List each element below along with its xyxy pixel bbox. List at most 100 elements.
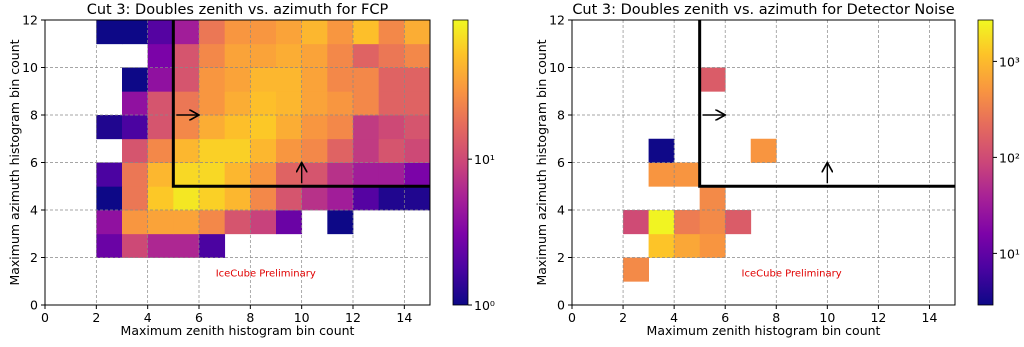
heatmap-cell: [173, 162, 200, 187]
annotation: IceCube Preliminary: [742, 269, 842, 280]
y-tick-label: 2: [557, 250, 565, 265]
colorbar-tick-label: 10⁰: [474, 298, 495, 313]
heatmap-cell: [648, 138, 675, 163]
heatmap-cell: [699, 186, 726, 211]
heatmap-cell: [199, 67, 226, 92]
heatmap-cell: [147, 233, 174, 258]
heatmap-cell: [96, 20, 123, 45]
heatmap-cell: [378, 138, 405, 163]
x-tick-label: 0: [41, 310, 49, 325]
heatmap-cell: [674, 162, 701, 187]
x-axis-label: Maximum zenith histogram bin count: [121, 323, 355, 338]
heatmap-cell: [147, 115, 174, 140]
heatmap-cell: [199, 91, 226, 116]
heatmap-cell: [276, 91, 303, 116]
heatmap-cell: [147, 162, 174, 187]
heatmap-cell: [250, 210, 277, 235]
y-tick-label: 0: [30, 298, 38, 313]
x-tick-label: 14: [922, 310, 938, 325]
y-tick-label: 2: [30, 250, 38, 265]
heatmap-cell: [276, 162, 303, 187]
heatmap-cell: [173, 138, 200, 163]
heatmap-cell: [122, 115, 149, 140]
heatmap-cell: [199, 43, 226, 68]
heatmap-cell: [173, 20, 200, 45]
y-tick-label: 4: [30, 203, 38, 218]
heatmap-cell: [378, 186, 405, 211]
heatmap-cell: [276, 186, 303, 211]
heatmap-cell: [147, 138, 174, 163]
heatmap-cell: [623, 257, 649, 282]
cut-line: [171, 20, 430, 188]
x-tick-label: 12: [870, 310, 886, 325]
heatmap-cell: [276, 115, 303, 140]
heatmap-cell: [301, 20, 328, 45]
heatmap-cell: [122, 138, 149, 163]
heatmap-cell: [122, 233, 149, 258]
x-tick-label: 6: [195, 310, 203, 325]
heatmap-cell: [725, 210, 752, 235]
heatmap-cell: [378, 20, 405, 45]
x-tick-label: 14: [396, 310, 412, 325]
x-tick-label: 4: [144, 310, 152, 325]
heatmap-cell: [276, 138, 303, 163]
heatmap-cell: [699, 210, 726, 235]
y-tick-label: 12: [549, 13, 565, 28]
heatmap-cell: [122, 162, 149, 187]
y-tick-label: 8: [557, 108, 565, 123]
x-tick-label: 12: [345, 310, 361, 325]
heatmap-cell: [301, 115, 328, 140]
heatmap-cell: [173, 233, 200, 258]
y-tick-label: 10: [22, 60, 38, 75]
heatmap-cell: [327, 162, 354, 187]
heatmap-cell: [276, 20, 303, 45]
plot-frame: [571, 19, 956, 306]
heatmap-cell: [301, 138, 328, 163]
chart-title: Cut 3: Doubles zenith vs. azimuth for De…: [572, 2, 954, 18]
y-tick-label: 4: [557, 203, 565, 218]
heatmap-cell: [224, 43, 251, 68]
heatmap-cell: [750, 138, 777, 163]
heatmap-cell: [327, 186, 354, 211]
heatmap-cell: [199, 138, 226, 163]
heatmap-cell: [301, 186, 328, 211]
heatmap-cell: [648, 162, 675, 187]
heatmap-cell: [378, 67, 405, 92]
heatmap-cell: [224, 91, 251, 116]
colorbar: [452, 19, 469, 306]
annotation: IceCube Preliminary: [216, 269, 316, 280]
heatmap-cell: [378, 162, 405, 187]
heatmap-cell: [173, 67, 200, 92]
heatmap-cell: [648, 233, 675, 258]
chart-panel: 0 2 4 6 8 10 12 14 0 2 4 6 8 10 12 IceCube Preliminary C…: [534, 2, 1020, 338]
heatmap-cell: [623, 210, 649, 235]
heatmap-cell: [224, 67, 251, 92]
heatmap-cell: [96, 210, 123, 235]
heatmap-cell: [250, 67, 277, 92]
x-axis-label: Maximum zenith histogram bin count: [647, 323, 881, 338]
heatmap-cell: [96, 115, 123, 140]
heatmap-cell: [147, 20, 174, 45]
y-tick-label: 12: [22, 13, 38, 28]
heatmap-cell: [173, 91, 200, 116]
colorbar: [977, 19, 994, 306]
x-tick-label: 2: [619, 310, 627, 325]
colorbar-tick-label: 10²: [999, 150, 1020, 165]
y-axis-label: Maximum azimuth histogram bin count: [534, 39, 549, 285]
heatmap-cell: [404, 138, 431, 163]
heatmap-cell: [353, 138, 380, 163]
heatmap-cell: [147, 67, 174, 92]
heatmap-cell: [404, 162, 431, 187]
heatmap-cell: [250, 186, 277, 211]
heatmap-cell: [122, 67, 149, 92]
heatmap-cell: [173, 186, 200, 211]
heatmap-cell: [276, 67, 303, 92]
x-tick-label: 8: [246, 310, 254, 325]
heatmap-cell: [276, 210, 303, 235]
y-tick-label: 8: [30, 108, 38, 123]
heatmap-cell: [404, 43, 431, 68]
heatmap-cell: [199, 115, 226, 140]
heatmap-cell: [122, 20, 149, 45]
heatmap-cell: [199, 20, 226, 45]
heatmap-cell: [353, 20, 380, 45]
